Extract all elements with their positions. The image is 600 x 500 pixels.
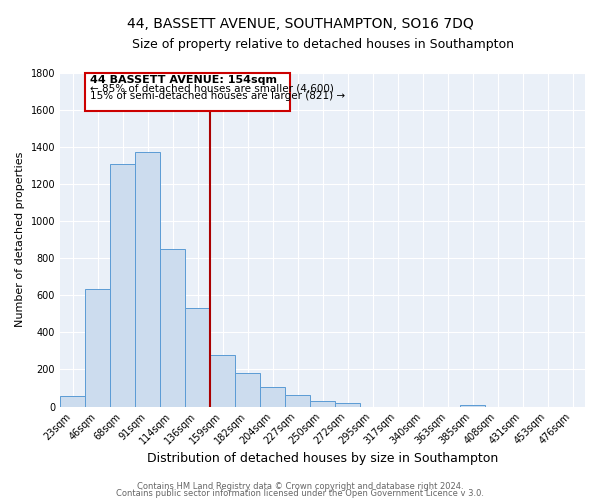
Bar [235, 373, 260, 406]
Title: Size of property relative to detached houses in Southampton: Size of property relative to detached ho… [131, 38, 514, 51]
Bar [285, 394, 310, 406]
Bar [260, 387, 285, 406]
Bar [85, 288, 110, 406]
Bar [210, 354, 235, 406]
Bar [135, 152, 160, 406]
Bar [185, 308, 210, 406]
Bar [160, 249, 185, 406]
Text: 44 BASSETT AVENUE: 154sqm: 44 BASSETT AVENUE: 154sqm [90, 76, 277, 86]
Text: 44, BASSETT AVENUE, SOUTHAMPTON, SO16 7DQ: 44, BASSETT AVENUE, SOUTHAMPTON, SO16 7D… [127, 18, 473, 32]
Bar [335, 403, 360, 406]
Text: Contains public sector information licensed under the Open Government Licence v : Contains public sector information licen… [116, 489, 484, 498]
FancyBboxPatch shape [85, 72, 290, 112]
Bar [460, 404, 485, 406]
Text: 15% of semi-detached houses are larger (821) →: 15% of semi-detached houses are larger (… [90, 91, 345, 101]
X-axis label: Distribution of detached houses by size in Southampton: Distribution of detached houses by size … [147, 452, 498, 465]
Y-axis label: Number of detached properties: Number of detached properties [15, 152, 25, 327]
Bar [60, 396, 85, 406]
Bar [310, 401, 335, 406]
Bar [110, 164, 135, 406]
Text: ← 85% of detached houses are smaller (4,600): ← 85% of detached houses are smaller (4,… [90, 84, 334, 94]
Text: Contains HM Land Registry data © Crown copyright and database right 2024.: Contains HM Land Registry data © Crown c… [137, 482, 463, 491]
